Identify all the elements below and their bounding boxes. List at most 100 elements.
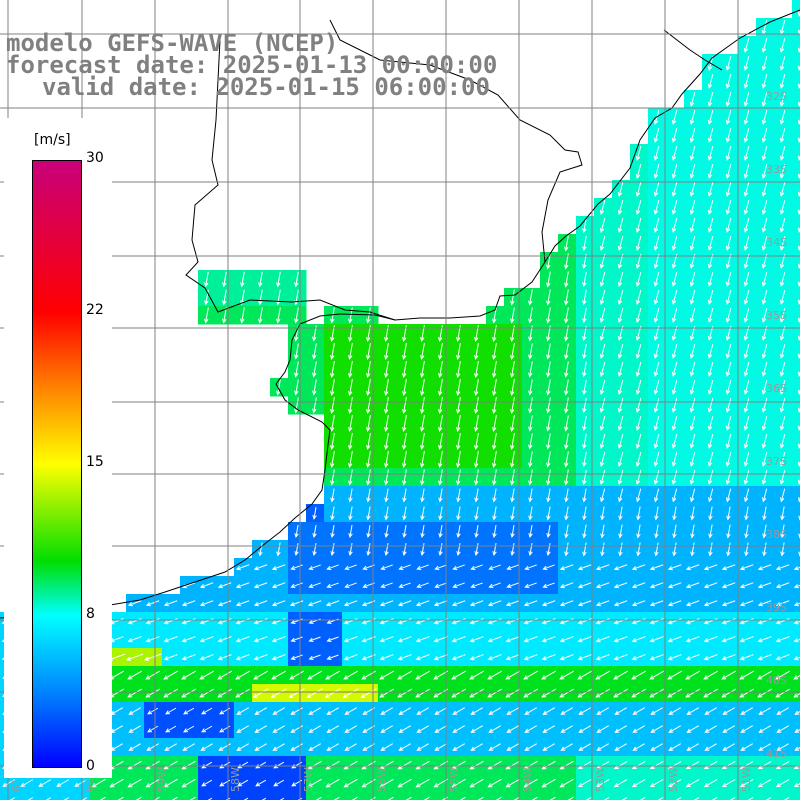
wind-arrow [474, 542, 479, 557]
wind-arrow [671, 470, 678, 485]
wind-arrow [582, 271, 587, 288]
wind-arrow [743, 362, 750, 377]
wind-arrow [258, 542, 263, 557]
lon-label: 59W [156, 767, 169, 792]
wind-arrow [707, 146, 714, 161]
wind-arrow [258, 271, 263, 288]
wind-arrow [523, 618, 538, 625]
wind-arrow [455, 450, 461, 469]
wind-arrow [793, 693, 800, 698]
wind-arrow [419, 396, 425, 415]
wind-arrow [653, 398, 660, 413]
speed-cell [792, 342, 800, 361]
wind-arrow [542, 582, 555, 589]
wind-arrow [761, 362, 768, 377]
wind-arrow [344, 707, 357, 715]
wind-arrow [707, 470, 714, 485]
wind-arrow [308, 707, 321, 715]
lat-label: 38S [766, 528, 787, 541]
wind-arrow [649, 600, 664, 607]
wind-arrow [757, 618, 772, 625]
wind-arrow [546, 451, 551, 468]
wind-arrow [330, 506, 335, 521]
wind-arrow [469, 778, 484, 788]
speed-cell [792, 198, 800, 217]
wind-arrow [649, 582, 664, 589]
wind-arrow [347, 396, 353, 415]
speed-cell [792, 666, 800, 685]
wind-arrow [290, 707, 303, 715]
wind-arrow [542, 743, 555, 751]
wind-arrow [775, 636, 790, 643]
wind-arrow [721, 582, 736, 589]
title-forecast-date: forecast date: 2025-01-13 00:00:00 [6, 51, 498, 79]
wind-arrow [330, 542, 335, 557]
wind-arrow [739, 636, 754, 643]
wind-arrow [560, 707, 573, 715]
wind-arrow [506, 564, 519, 571]
wind-arrow [689, 416, 696, 431]
wind-arrow [163, 618, 178, 625]
wind-arrow [397, 760, 412, 770]
wind-arrow [433, 778, 448, 788]
wind-arrow [379, 688, 395, 698]
wind-arrow [415, 778, 430, 788]
wind-arrow [452, 707, 465, 715]
wind-arrow [672, 506, 677, 521]
wind-arrow [402, 524, 407, 539]
wind-arrow [237, 779, 249, 787]
wind-arrow [528, 451, 533, 468]
coastline [0, 9, 800, 619]
wind-arrow [761, 434, 768, 449]
wind-arrow [685, 564, 700, 571]
speed-cell [792, 288, 800, 307]
wind-arrow [452, 725, 465, 733]
wind-arrow [757, 564, 772, 571]
wind-arrow [528, 542, 533, 557]
wind-arrow [398, 725, 411, 733]
wind-arrow [384, 488, 389, 503]
wind-arrow [707, 434, 714, 449]
wind-arrow [201, 725, 213, 733]
wind-arrow [473, 396, 479, 415]
wind-arrow [379, 654, 394, 661]
wind-arrow [632, 743, 645, 751]
wind-arrow [635, 361, 642, 378]
wind-arrow [765, 796, 772, 800]
wind-arrow [779, 416, 786, 431]
wind-arrow [631, 618, 646, 625]
wind-arrow [510, 524, 515, 539]
wind-arrow [199, 618, 214, 625]
wind-arrow [722, 725, 735, 733]
wind-arrow [689, 164, 696, 179]
wind-arrow [672, 542, 677, 557]
wind-arrow [653, 272, 660, 287]
wind-arrow [761, 128, 768, 143]
wind-arrow [779, 488, 786, 503]
wind-arrow [325, 760, 340, 770]
wind-arrow [635, 397, 642, 414]
wind-arrow [653, 344, 660, 359]
wind-arrow [469, 600, 484, 607]
wind-arrow [163, 760, 178, 770]
wind-arrow [667, 654, 682, 661]
wind-arrow [351, 796, 358, 800]
wind-arrow [441, 796, 448, 800]
wind-arrow [743, 308, 750, 323]
speed-cell [468, 792, 487, 800]
wind-arrow [729, 796, 736, 800]
wind-arrow [452, 582, 465, 589]
wind-arrow [347, 450, 353, 469]
wind-arrow [343, 778, 358, 788]
wind-arrow [290, 564, 303, 571]
wind-arrow [165, 707, 177, 715]
wind-arrow [380, 743, 393, 751]
speed-cell [792, 252, 800, 271]
wind-arrow [618, 524, 623, 539]
wind-arrow [415, 670, 431, 680]
wind-arrow [743, 56, 750, 71]
wind-arrow [509, 396, 515, 415]
wind-arrow [326, 564, 339, 571]
wind-arrow [578, 725, 591, 733]
wind-arrow [217, 618, 232, 625]
